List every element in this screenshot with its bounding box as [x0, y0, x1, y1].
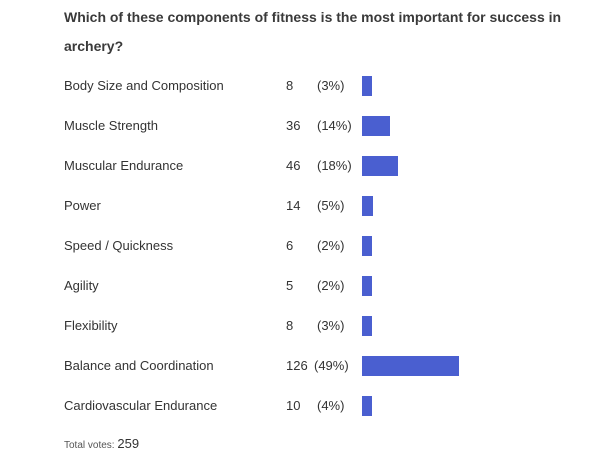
vote-count: 46	[286, 158, 301, 173]
poll-question: Which of these components of fitness is …	[64, 9, 562, 54]
option-label: Agility	[64, 278, 99, 293]
total-votes-label: Total votes:	[64, 440, 115, 451]
vote-percent: (49%)	[314, 358, 349, 373]
vote-bar	[362, 196, 373, 216]
vote-count: 5	[286, 278, 294, 293]
total-votes-value: 259	[117, 436, 140, 451]
vote-percent: (2%)	[317, 278, 345, 293]
vote-bar	[362, 116, 390, 136]
option-label: Cardiovascular Endurance	[64, 398, 218, 413]
poll-row: Body Size and Composition 8 (3%)	[0, 66, 591, 106]
total-votes: Total votes: 259	[64, 436, 139, 451]
vote-bar	[362, 316, 372, 336]
vote-count: 14	[286, 198, 301, 213]
poll-row: Agility 5 (2%)	[0, 266, 591, 306]
poll-row: Muscular Endurance 46 (18%)	[0, 146, 591, 186]
option-label: Muscle Strength	[64, 118, 158, 133]
poll-row: Balance and Coordination 126 (49%)	[0, 346, 591, 386]
vote-percent: (3%)	[317, 318, 345, 333]
vote-percent: (2%)	[317, 238, 345, 253]
vote-bar	[362, 356, 459, 376]
vote-count: 10	[286, 398, 301, 413]
vote-bar	[362, 396, 372, 416]
poll-row: Power 14 (5%)	[0, 186, 591, 226]
vote-count: 8	[286, 78, 294, 93]
option-label: Balance and Coordination	[64, 358, 214, 373]
vote-count: 36	[286, 118, 301, 133]
option-label: Body Size and Composition	[64, 78, 224, 93]
poll-row: Muscle Strength 36 (14%)	[0, 106, 591, 146]
poll-results: Body Size and Composition 8 (3%) Muscle Str…	[0, 66, 591, 426]
option-label: Speed / Quickness	[64, 238, 174, 253]
vote-percent: (4%)	[317, 398, 345, 413]
vote-bar	[362, 76, 372, 96]
vote-count: 126	[286, 358, 308, 373]
option-label: Muscular Endurance	[64, 158, 184, 173]
option-label: Power	[64, 198, 101, 213]
option-label: Flexibility	[64, 318, 118, 333]
vote-bar	[362, 156, 398, 176]
vote-bar	[362, 236, 372, 256]
poll-row: Speed / Quickness 6 (2%)	[0, 226, 591, 266]
vote-percent: (5%)	[317, 198, 345, 213]
vote-percent: (18%)	[317, 158, 352, 173]
vote-count: 6	[286, 238, 294, 253]
vote-percent: (3%)	[317, 78, 345, 93]
poll-row: Cardiovascular Endurance 10 (4%)	[0, 386, 591, 426]
vote-count: 8	[286, 318, 294, 333]
poll-row: Flexibility 8 (3%)	[0, 306, 591, 346]
vote-bar	[362, 276, 372, 296]
vote-percent: (14%)	[317, 118, 352, 133]
